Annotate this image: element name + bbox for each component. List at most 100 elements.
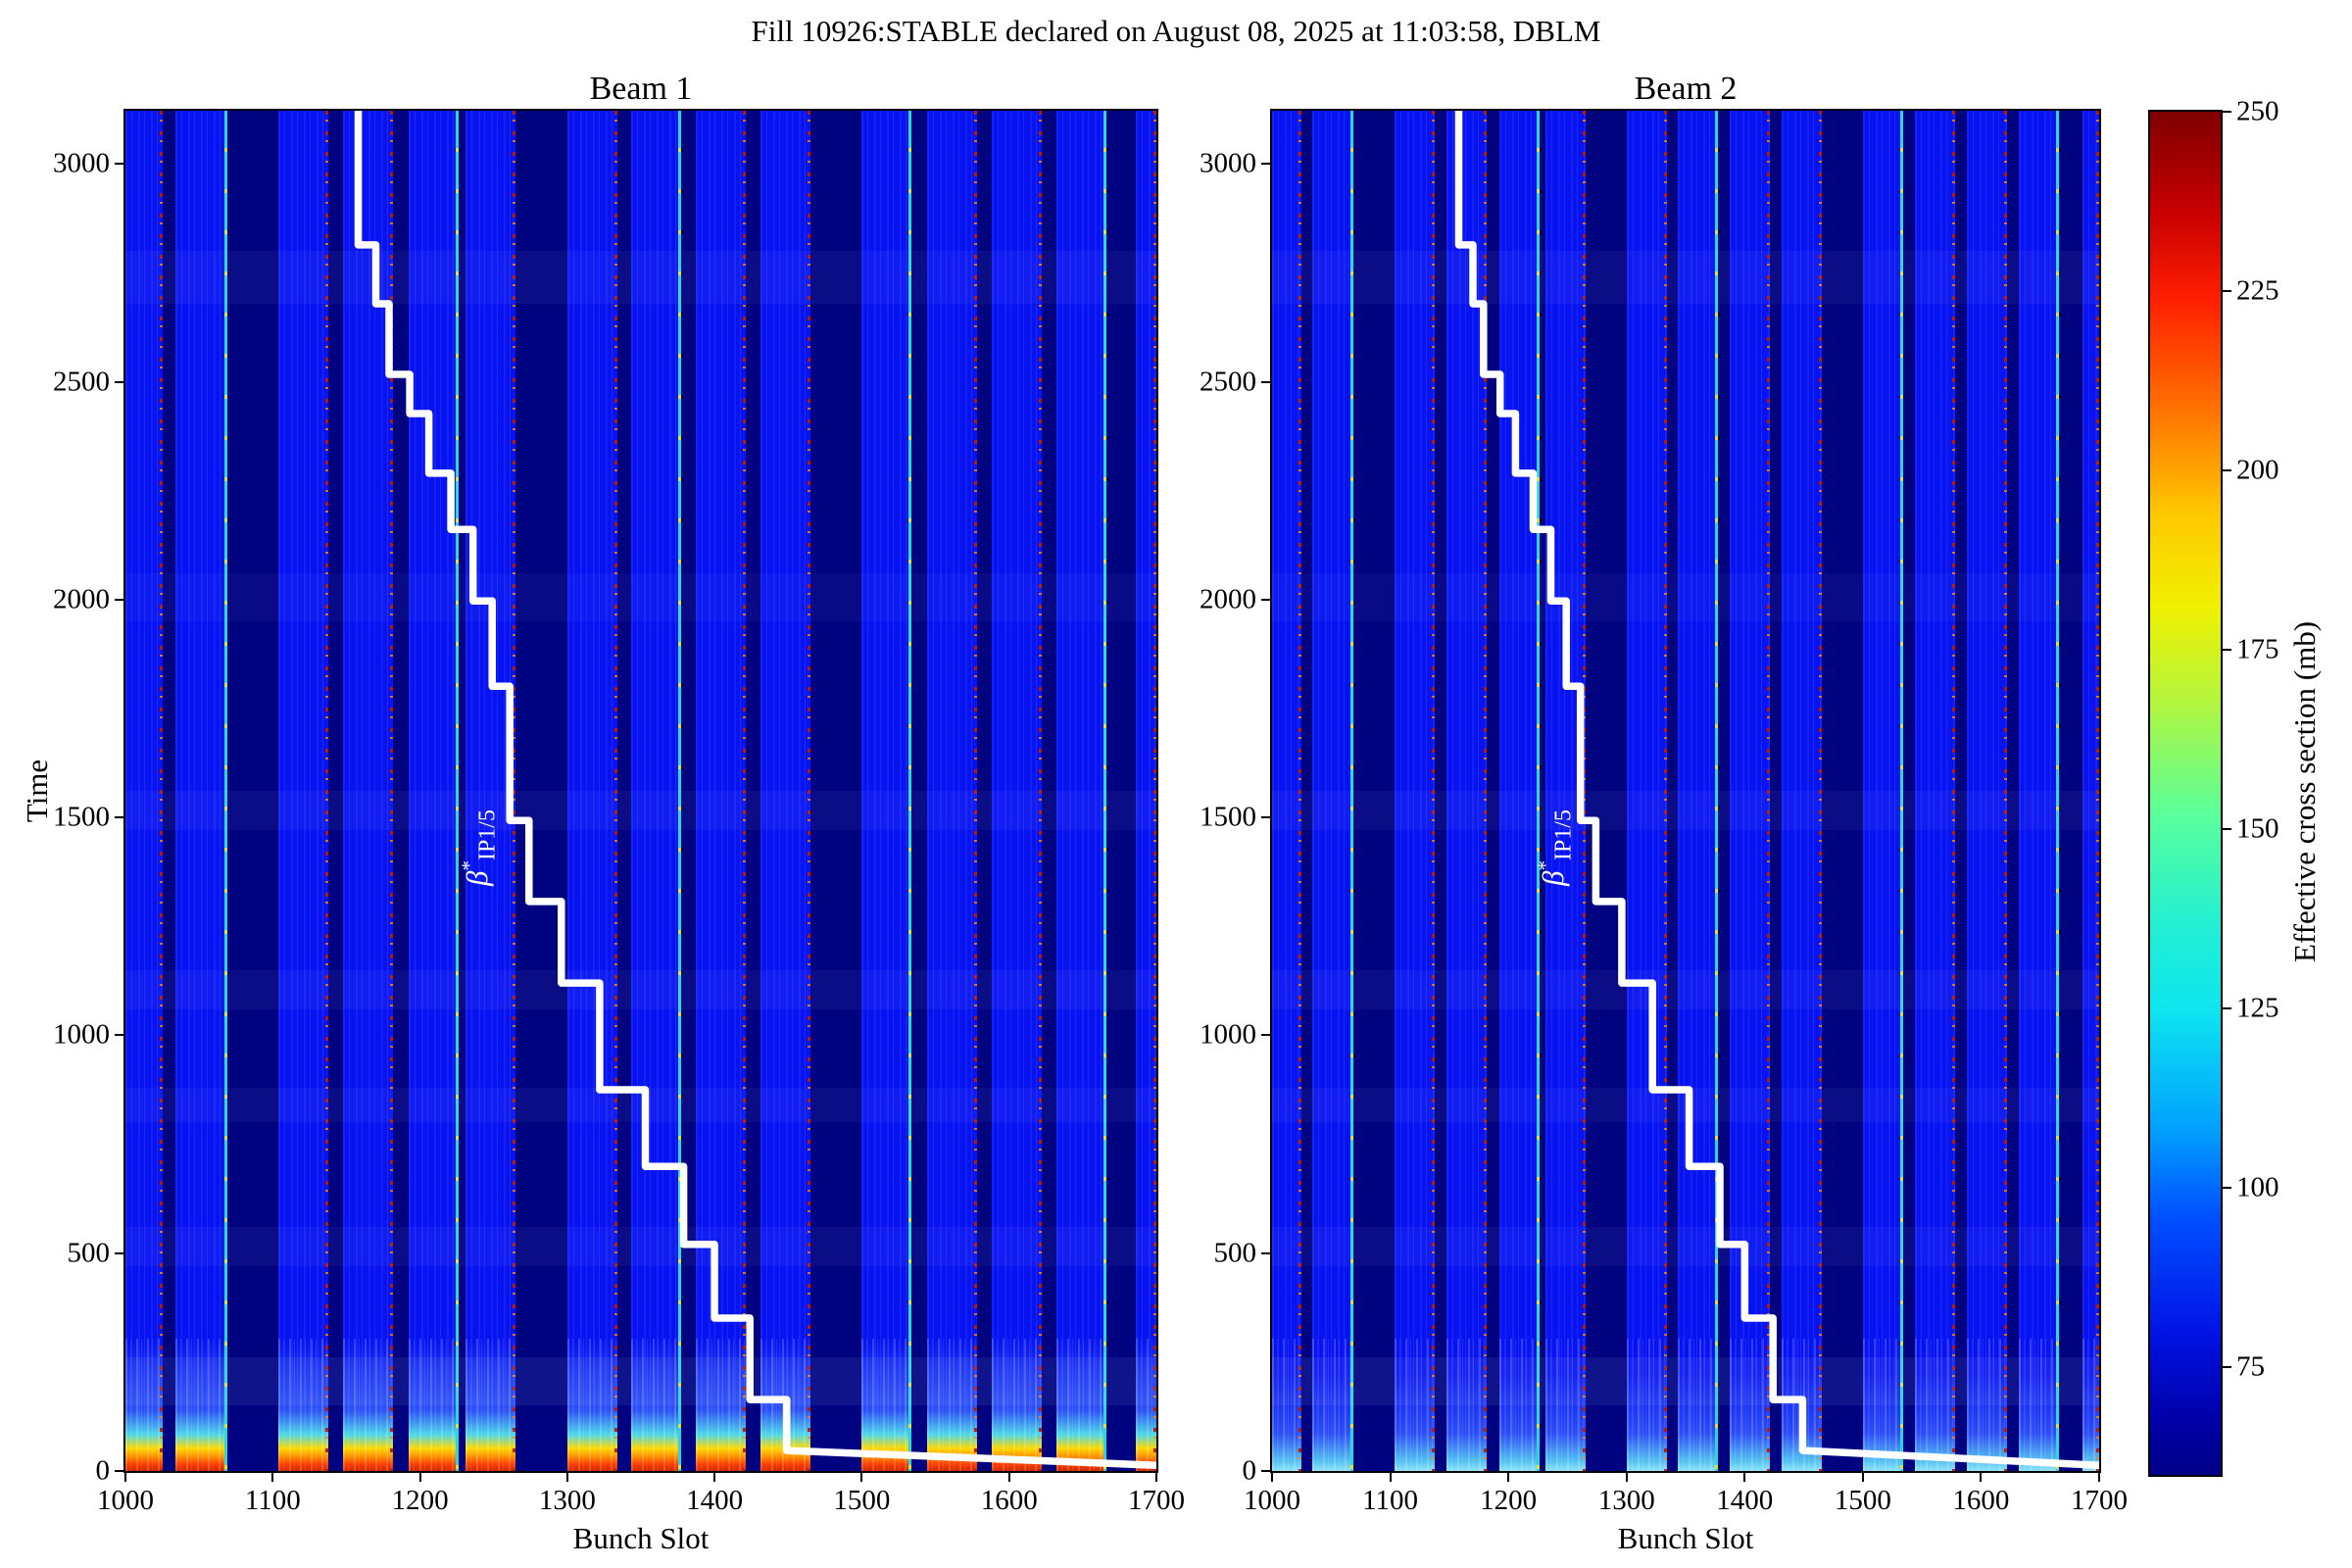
y-tick-mark	[1261, 380, 1270, 383]
x-tick-label: 1200	[1480, 1485, 1538, 1516]
colorbar-tick-label: 175	[2236, 633, 2279, 665]
luminosity-light-band	[1272, 573, 2099, 622]
bunch-train	[926, 111, 977, 1471]
bunch-train	[566, 111, 617, 1471]
ylabel-time: Time	[20, 759, 54, 823]
bunch-train-texture	[760, 111, 810, 1471]
luminosity-light-band	[125, 791, 1156, 831]
train-edge-speckle-column	[1818, 111, 1822, 1471]
x-tick-label: 1600	[1952, 1485, 2010, 1516]
bunch-train	[1272, 111, 1302, 1471]
collision-hot-band-texture	[926, 1339, 977, 1471]
bunch-train-texture	[1136, 111, 1156, 1471]
x-tick-mark	[1007, 1473, 1010, 1482]
x-tick-mark	[1507, 1473, 1510, 1482]
collision-hot-band	[861, 1339, 912, 1471]
y-tick-label: 2500	[1200, 366, 1256, 397]
train-edge-speckle-column	[1298, 111, 1302, 1471]
bunch-train	[1136, 111, 1156, 1471]
x-tick-label: 1100	[1362, 1485, 1419, 1516]
x-tick-label: 1300	[1597, 1485, 1655, 1516]
y-tick-mark	[1261, 1251, 1270, 1254]
collision-hot-band-texture	[861, 1339, 912, 1471]
x-tick-mark	[1625, 1473, 1628, 1482]
colorbar-tick-mark	[2223, 290, 2231, 292]
y-tick-mark	[115, 816, 123, 819]
collision-hot-band-texture	[466, 1339, 516, 1471]
collision-hot-band	[695, 1339, 746, 1471]
y-tick-mark	[115, 1251, 123, 1254]
bunch-train	[1914, 111, 1955, 1471]
collision-hot-band-texture	[1626, 1339, 1667, 1471]
luminosity-light-band	[125, 251, 1156, 304]
bunch-train-texture	[1781, 111, 1822, 1471]
collision-hot-band	[2082, 1373, 2099, 1471]
x-tick-mark	[1155, 1473, 1157, 1482]
bunch-train-texture	[1055, 111, 1106, 1471]
colorbar-tick-label: 100	[2236, 1171, 2279, 1203]
collision-hot-band	[630, 1339, 681, 1471]
beta-star-label-beam1: β*IP1/5	[458, 809, 502, 886]
y-tick-mark	[115, 380, 123, 383]
collision-hot-band-texture	[343, 1339, 394, 1471]
collision-hot-band	[926, 1339, 977, 1471]
heatmap-beam1	[123, 109, 1158, 1473]
train-edge-speckle-column	[973, 111, 977, 1471]
bunch-train	[991, 111, 1042, 1471]
y-tick-label: 3000	[1200, 147, 1256, 179]
bunch-train-texture	[1967, 111, 2007, 1471]
train-edge-speckle-column	[2095, 111, 2099, 1471]
x-tick-mark	[1743, 1473, 1746, 1482]
bunch-train-texture	[1914, 111, 1955, 1471]
x-tick-label: 1400	[1716, 1485, 1774, 1516]
y-tick-label: 3000	[53, 147, 110, 179]
y-tick-label: 0	[1242, 1454, 1257, 1487]
x-tick-mark	[565, 1473, 568, 1482]
xlabel-beam1: Bunch Slot	[572, 1521, 710, 1555]
collision-hot-band-texture	[1729, 1339, 1770, 1471]
bunch-train-texture	[630, 111, 681, 1471]
collision-hot-band-texture	[278, 1339, 329, 1471]
collision-hot-band	[1498, 1373, 1540, 1471]
y-tick-mark	[1261, 163, 1270, 166]
train-edge-speckle-column	[223, 111, 227, 1471]
train-edge-speckle-column	[2004, 111, 2007, 1471]
collision-hot-band	[566, 1339, 617, 1471]
bunch-train-texture	[278, 111, 329, 1471]
collision-hot-band	[1677, 1373, 1718, 1471]
luminosity-light-band	[1272, 1227, 2099, 1266]
colorbar-label: Effective cross section (mb)	[2287, 620, 2322, 963]
x-tick-mark	[1980, 1473, 1983, 1482]
bunch-train	[125, 111, 163, 1471]
train-edge-speckle-column	[455, 111, 459, 1471]
x-tick-label: 1700	[2071, 1485, 2128, 1516]
collision-hot-band	[1729, 1373, 1770, 1471]
collision-hot-band	[1626, 1373, 1667, 1471]
x-tick-label: 1200	[391, 1485, 449, 1516]
y-tick-mark	[1261, 1034, 1270, 1037]
train-edge-speckle-column	[677, 111, 681, 1471]
train-edge-speckle-column	[159, 111, 163, 1471]
x-tick-label: 1500	[1834, 1485, 1891, 1516]
train-edge-speckle-column	[1484, 111, 1488, 1471]
y-tick-label: 500	[1213, 1237, 1257, 1269]
bunch-train-texture	[2082, 111, 2099, 1471]
colorbar-tick-mark	[2223, 111, 2231, 113]
train-edge-speckle-column	[1663, 111, 1667, 1471]
luminosity-light-band	[1272, 969, 2099, 1009]
train-edge-speckle-column	[1038, 111, 1042, 1471]
panel-title-beam2: Beam 2	[1634, 71, 1738, 107]
collision-hot-band	[1272, 1373, 1302, 1471]
bunch-train	[408, 111, 459, 1471]
y-tick-mark	[115, 163, 123, 166]
bunch-train-texture	[1498, 111, 1540, 1471]
x-tick-label: 1700	[1128, 1485, 1185, 1516]
x-tick-mark	[1389, 1473, 1392, 1482]
collision-hot-band	[125, 1339, 163, 1471]
collision-hot-band-texture	[1914, 1339, 1955, 1471]
x-tick-label: 1400	[686, 1485, 744, 1516]
collision-hot-band	[1544, 1373, 1586, 1471]
figure-title: Fill 10926:STABLE declared on August 08,…	[751, 14, 1601, 48]
x-tick-mark	[271, 1473, 274, 1482]
bunch-train-texture	[926, 111, 977, 1471]
